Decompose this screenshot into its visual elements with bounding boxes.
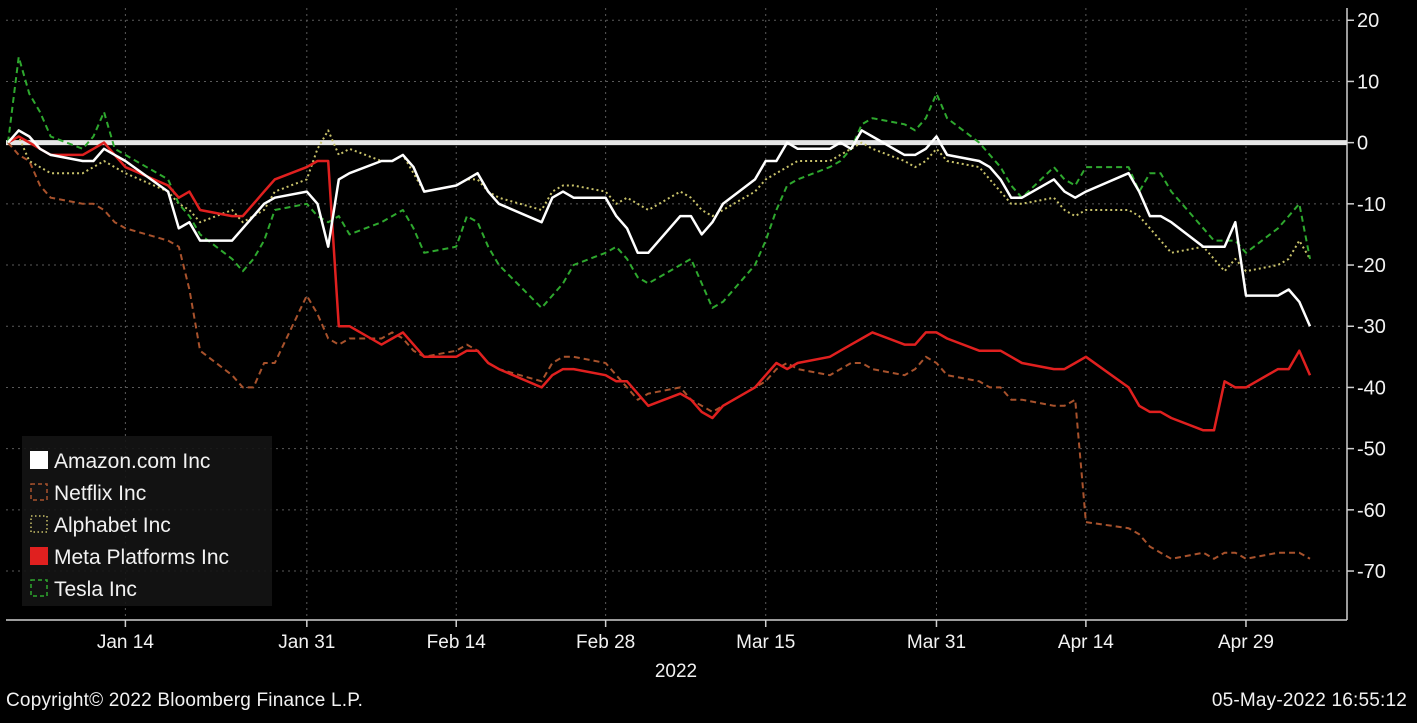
legend-label-amazon-com-inc: Amazon.com Inc [54,450,210,473]
legend-swatch-alphabet-inc [30,515,48,533]
y-tick-label: -70 [1357,561,1386,583]
y-tick-label: -20 [1357,255,1386,277]
y-tick-label: -30 [1357,316,1386,338]
footer: Copyright© 2022 Bloomberg Finance L.P. 0… [0,686,1417,719]
x-tick-label: Mar 15 [736,632,795,653]
legend-label-netflix-inc: Netflix Inc [54,482,146,505]
x-tick-label: Jan 31 [278,632,335,653]
x-tick-label: Mar 31 [907,632,966,653]
x-tick-label: Feb 28 [576,632,635,653]
copyright-text: Copyright© 2022 Bloomberg Finance L.P. [6,690,364,711]
y-tick-label: -40 [1357,377,1386,399]
series-line-amazon-com-inc [7,129,1312,327]
legend-swatch-meta-platforms-inc [30,547,48,565]
legend-swatch-tesla-inc [30,579,48,597]
legend-label-meta-platforms-inc: Meta Platforms Inc [54,546,229,569]
axes [6,8,1354,627]
series-line-netflix-inc [7,141,1311,560]
y-tick-label: -10 [1357,194,1386,216]
x-tick-label: Jan 14 [97,632,154,653]
series-line-alphabet-inc [7,129,1311,273]
timestamp-text: 05-May-2022 16:55:12 [1211,690,1407,711]
y-tick-label: 0 [1357,133,1368,155]
legend-swatch-amazon-com-inc [30,451,48,469]
legend-label-alphabet-inc: Alphabet Inc [54,514,171,537]
y-tick-label: -50 [1357,439,1386,461]
series-lines [7,56,1312,560]
y-tick-label: 20 [1357,10,1379,32]
series-line-meta-platforms-inc [7,135,1312,432]
axis-labels: 20 10 0 -10 -20 -30 -40 -50 -60 -70 Jan 14 Jan 31 Fe… [97,10,1386,682]
series-line-tesla-inc [7,56,1311,309]
legend: Amazon.com Inc Netflix Inc Alphabet Inc Met… [22,436,272,606]
y-tick-label: -60 [1357,500,1386,522]
legend-box [22,436,272,606]
x-tick-label: Apr 29 [1218,632,1274,653]
x-year-label: 2022 [655,661,697,682]
x-tick-label: Apr 14 [1058,632,1114,653]
legend-swatch-netflix-inc [30,483,48,501]
y-tick-label: 10 [1357,71,1379,93]
x-tick-label: Feb 14 [427,632,487,653]
legend-label-tesla-inc: Tesla Inc [54,578,137,601]
